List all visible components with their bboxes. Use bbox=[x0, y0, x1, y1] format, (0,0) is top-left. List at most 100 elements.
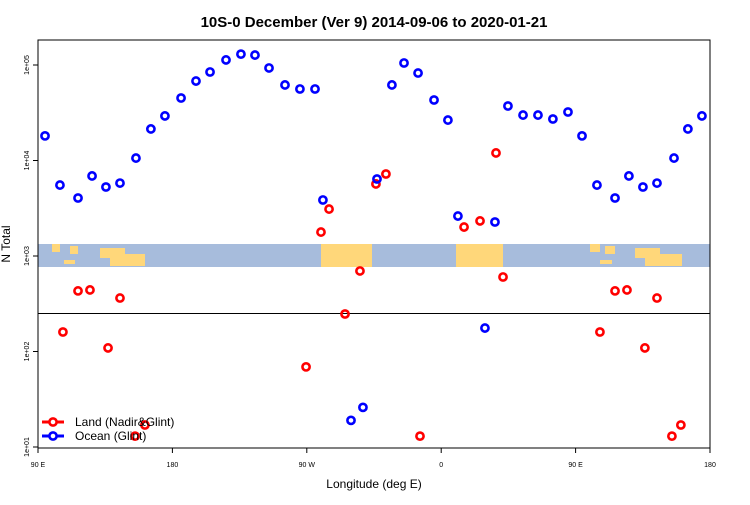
legend: Land (Nadir&Glint)Ocean (Glint) bbox=[42, 415, 174, 443]
ocean-point bbox=[358, 402, 368, 413]
ocean-point bbox=[280, 80, 290, 90]
ocean-point bbox=[624, 171, 634, 181]
land-point bbox=[140, 420, 150, 430]
x-axis-label: Longitude (deg E) bbox=[326, 477, 421, 491]
ocean-point bbox=[87, 171, 97, 181]
y-tick-label: 1e+01 bbox=[24, 437, 31, 457]
map-land bbox=[70, 246, 78, 254]
ocean-point bbox=[399, 58, 409, 68]
ocean-point bbox=[250, 50, 260, 60]
ocean-point bbox=[145, 124, 156, 134]
land-point bbox=[73, 286, 83, 296]
y-tick-label: 1e+05 bbox=[24, 55, 31, 75]
land-point bbox=[324, 204, 334, 214]
land-point bbox=[459, 222, 469, 232]
land-point bbox=[355, 266, 365, 276]
ocean-point bbox=[346, 415, 356, 426]
land-point bbox=[652, 293, 662, 303]
land-point bbox=[675, 420, 686, 430]
x-tick-label: 180 bbox=[704, 462, 716, 469]
land-point bbox=[622, 285, 632, 295]
land-point bbox=[475, 216, 485, 226]
y-tick-label: 1e+02 bbox=[24, 342, 31, 362]
ocean-point bbox=[55, 180, 65, 190]
ocean-point bbox=[610, 193, 620, 203]
y-tick-label: 1e+03 bbox=[24, 246, 31, 266]
data-points bbox=[40, 49, 707, 442]
ocean-point bbox=[548, 114, 558, 124]
legend-label: Land (Nadir&Glint) bbox=[75, 415, 174, 429]
ocean-point bbox=[697, 111, 707, 121]
land-point bbox=[667, 431, 677, 442]
map-ocean bbox=[38, 244, 710, 267]
map-land bbox=[64, 260, 75, 264]
ocean-point bbox=[669, 153, 679, 163]
ocean-point bbox=[264, 63, 274, 73]
ocean-point bbox=[387, 80, 397, 90]
ocean-point bbox=[638, 182, 648, 192]
x-tick-label: 0 bbox=[439, 462, 443, 469]
land-point bbox=[130, 431, 140, 442]
x-tick-label: 90 E bbox=[568, 462, 583, 469]
map-band bbox=[38, 244, 710, 267]
land-point bbox=[381, 169, 391, 179]
land-point bbox=[103, 343, 113, 353]
ocean-point bbox=[221, 55, 231, 65]
ocean-point bbox=[490, 217, 500, 227]
land-point bbox=[316, 227, 326, 237]
y-tick-label: 1e+04 bbox=[24, 151, 31, 171]
x-axis: 90 E 180 90 W 0 90 E 180 bbox=[31, 448, 716, 469]
land-point bbox=[301, 361, 311, 372]
x-tick-label: 90 W bbox=[299, 462, 316, 469]
ocean-point bbox=[295, 84, 305, 94]
ocean-point bbox=[563, 107, 573, 117]
ocean-point bbox=[160, 111, 170, 121]
ocean-point bbox=[101, 182, 111, 192]
plot-frame bbox=[37, 39, 711, 449]
land-point bbox=[498, 272, 508, 282]
x-tick-label: 90 E bbox=[31, 462, 46, 469]
map-land bbox=[600, 260, 612, 264]
ocean-point bbox=[115, 178, 125, 188]
ocean-point bbox=[318, 195, 328, 205]
land-point bbox=[85, 285, 95, 295]
ocean-point bbox=[191, 76, 201, 86]
map-land bbox=[590, 244, 600, 252]
ocean-point bbox=[413, 68, 423, 78]
map-land bbox=[321, 244, 372, 267]
y-axis: 1e+01 1e+02 1e+03 1e+04 1e+05 bbox=[24, 55, 38, 457]
ocean-point bbox=[453, 211, 463, 221]
ocean-point bbox=[73, 193, 83, 203]
ocean-point bbox=[443, 115, 453, 125]
land-point bbox=[639, 343, 650, 353]
chart-title: 10S-0 December (Ver 9) 2014-09-06 to 202… bbox=[201, 14, 548, 31]
ocean-point bbox=[518, 110, 528, 120]
ocean-point bbox=[577, 130, 587, 141]
legend-marker bbox=[48, 417, 58, 427]
land-point bbox=[115, 293, 125, 303]
map-land bbox=[635, 248, 660, 258]
legend-label: Ocean (Glint) bbox=[75, 429, 146, 443]
ocean-point bbox=[503, 101, 513, 111]
land-point bbox=[610, 286, 620, 296]
ocean-point bbox=[480, 323, 490, 333]
map-land bbox=[456, 244, 503, 267]
map-land bbox=[605, 246, 615, 254]
land-point bbox=[58, 327, 68, 337]
ocean-point bbox=[205, 67, 215, 77]
legend-marker bbox=[48, 431, 58, 441]
ocean-point bbox=[372, 174, 382, 184]
land-point bbox=[340, 309, 350, 319]
ocean-point bbox=[236, 49, 246, 60]
map-land bbox=[110, 254, 145, 266]
land-point bbox=[415, 431, 425, 442]
ocean-point bbox=[682, 124, 693, 134]
map-land bbox=[100, 248, 125, 258]
ocean-point bbox=[592, 180, 602, 190]
ocean-point bbox=[429, 95, 439, 105]
land-point bbox=[371, 179, 381, 189]
y-axis-label: N Total bbox=[0, 225, 13, 262]
x-tick-label: 180 bbox=[167, 462, 179, 469]
land-point bbox=[491, 148, 501, 158]
